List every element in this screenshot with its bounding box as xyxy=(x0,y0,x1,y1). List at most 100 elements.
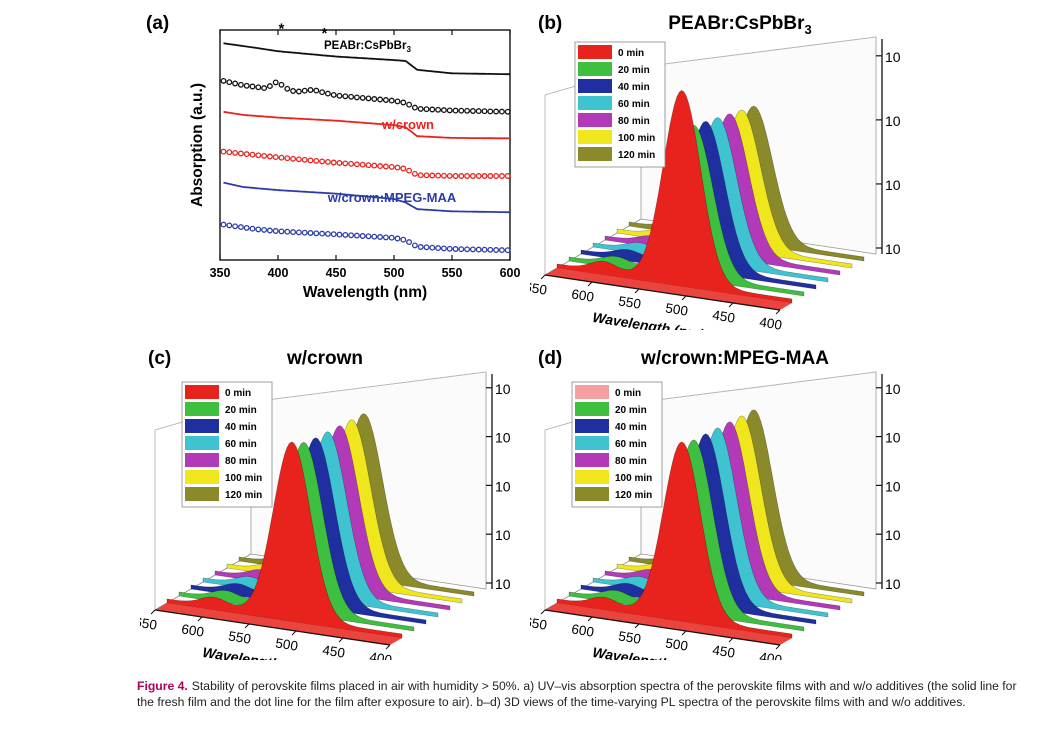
absorption-dot xyxy=(423,172,430,179)
x-tick-mark xyxy=(150,609,156,615)
x-tick-label-c-3: 500 xyxy=(274,635,299,653)
absorption-dot xyxy=(446,245,453,252)
absorption-chart: (a) 350 400 450 500 550 600 Wavelength (nm) Abso… xyxy=(140,5,530,320)
x-tick-label-d-1: 600 xyxy=(570,621,595,639)
x-tick-label-d-2: 550 xyxy=(617,628,642,646)
absorption-dot xyxy=(272,79,279,86)
top-back-edge-d xyxy=(640,371,877,403)
absorption-dot xyxy=(301,156,308,163)
absorption-dot xyxy=(336,231,343,238)
pl-3d-chart-peabr: (b)PEABr:CsPbBr3103104105106Log PL Inten… xyxy=(523,5,932,342)
legend-label-3: 60 min xyxy=(618,99,650,110)
absorption-dot xyxy=(324,158,331,165)
pl-3d-chart-mpeg: (d)w/crown:MPEG-MAA103104105106107Log PL… xyxy=(523,340,932,677)
absorption-dot xyxy=(498,173,505,179)
absorption-dot xyxy=(388,97,395,104)
absorption-dot xyxy=(266,153,273,160)
absorption-dot xyxy=(359,161,366,168)
legend-swatch-4 xyxy=(575,453,609,467)
absorption-dot xyxy=(458,173,465,179)
absorption-dot xyxy=(371,162,378,169)
absorption-dot xyxy=(382,97,389,103)
absorption-dot xyxy=(371,96,378,102)
x-tick-mark xyxy=(681,630,687,636)
absorption-dots-5 xyxy=(220,221,511,254)
absorption-dot xyxy=(406,239,413,246)
annotation-star-1: * xyxy=(279,21,285,38)
absorption-line-4 xyxy=(223,181,510,214)
x-tick-label-c-2: 550 xyxy=(227,628,252,646)
absorption-dot xyxy=(290,155,297,162)
absorption-dot xyxy=(365,233,372,240)
z-tick-label-2: 105 xyxy=(495,476,510,494)
absorption-dot xyxy=(330,231,337,238)
absorption-dot xyxy=(400,236,407,243)
x-tick-mark xyxy=(291,630,297,636)
x-tick-label-2: 450 xyxy=(326,266,347,280)
legend-swatch-0 xyxy=(575,385,609,399)
chart-title-sub-b: 3 xyxy=(804,22,811,37)
x-tick-mark xyxy=(634,288,640,294)
absorption-dot xyxy=(319,230,326,237)
absorption-dot xyxy=(446,172,453,179)
pl-ribbon-d-0 xyxy=(556,441,793,639)
x-tick-mark xyxy=(775,309,781,315)
z-tick-label-3: 106 xyxy=(885,428,900,446)
absorption-dot xyxy=(469,246,476,253)
x-tick-mark xyxy=(775,644,781,650)
absorption-dot xyxy=(452,246,459,252)
absorption-dot xyxy=(411,170,418,177)
legend-label-2: 40 min xyxy=(615,422,647,433)
absorption-dot xyxy=(388,234,395,241)
x-tick-mark xyxy=(244,623,250,629)
x-tick-mark xyxy=(338,637,344,643)
absorption-dot xyxy=(411,242,418,249)
absorption-dot xyxy=(226,222,233,229)
legend-swatch-4 xyxy=(578,113,612,127)
absorption-dot xyxy=(377,234,384,240)
absorption-dot xyxy=(237,224,244,231)
legend-label-0: 0 min xyxy=(225,388,251,399)
legend-label-0: 0 min xyxy=(618,48,644,59)
legend-swatch-5 xyxy=(185,470,219,484)
absorption-dot xyxy=(336,160,343,166)
z-tick-label-3: 106 xyxy=(495,428,510,446)
absorption-dot xyxy=(417,105,424,112)
absorption-dot xyxy=(284,155,291,162)
x-tick-mark xyxy=(385,644,391,650)
x-tick-label-d-4: 450 xyxy=(711,642,736,660)
legend-swatch-2 xyxy=(578,79,612,93)
absorption-dot xyxy=(475,108,482,115)
absorption-dot xyxy=(493,173,500,179)
legend-swatch-3 xyxy=(185,436,219,450)
panel-label-b: (b) xyxy=(538,13,562,34)
absorption-dot xyxy=(313,157,320,164)
legend-label-0: 0 min xyxy=(615,388,641,399)
legend-label-5: 100 min xyxy=(225,473,262,484)
absorption-dot xyxy=(220,221,227,228)
absorption-dot xyxy=(336,92,343,99)
absorption-dot xyxy=(342,93,349,100)
x-axis-label: Wavelength (nm) xyxy=(303,284,427,301)
absorption-dot xyxy=(290,229,297,236)
absorption-dot xyxy=(261,226,268,233)
x-tick-mark xyxy=(587,281,593,287)
pl-ribbon-b-0 xyxy=(556,90,793,304)
chart-title-b: PEABr:CsPbBr3 xyxy=(668,13,811,37)
absorption-dot xyxy=(272,154,279,161)
legend-swatch-1 xyxy=(578,62,612,76)
legend-b: 0 min 20 min 40 min 60 min 80 min 100 min 120 … xyxy=(574,41,666,168)
series-label-crown: w/crown xyxy=(381,117,434,132)
x-tick-mark xyxy=(728,637,734,643)
z-tick-label-1: 104 xyxy=(885,175,900,193)
absorption-dot xyxy=(440,107,447,114)
legend-swatch-6 xyxy=(185,487,219,501)
absorption-dot xyxy=(469,173,476,179)
absorption-dot xyxy=(481,246,488,253)
absorption-dot xyxy=(429,172,436,179)
absorption-dot xyxy=(440,172,447,179)
absorption-dot xyxy=(458,107,465,114)
panel-label-c: (c) xyxy=(148,348,171,369)
x-tick-label-d-3: 500 xyxy=(664,635,689,653)
x-tick-label-b-3: 500 xyxy=(664,300,689,318)
